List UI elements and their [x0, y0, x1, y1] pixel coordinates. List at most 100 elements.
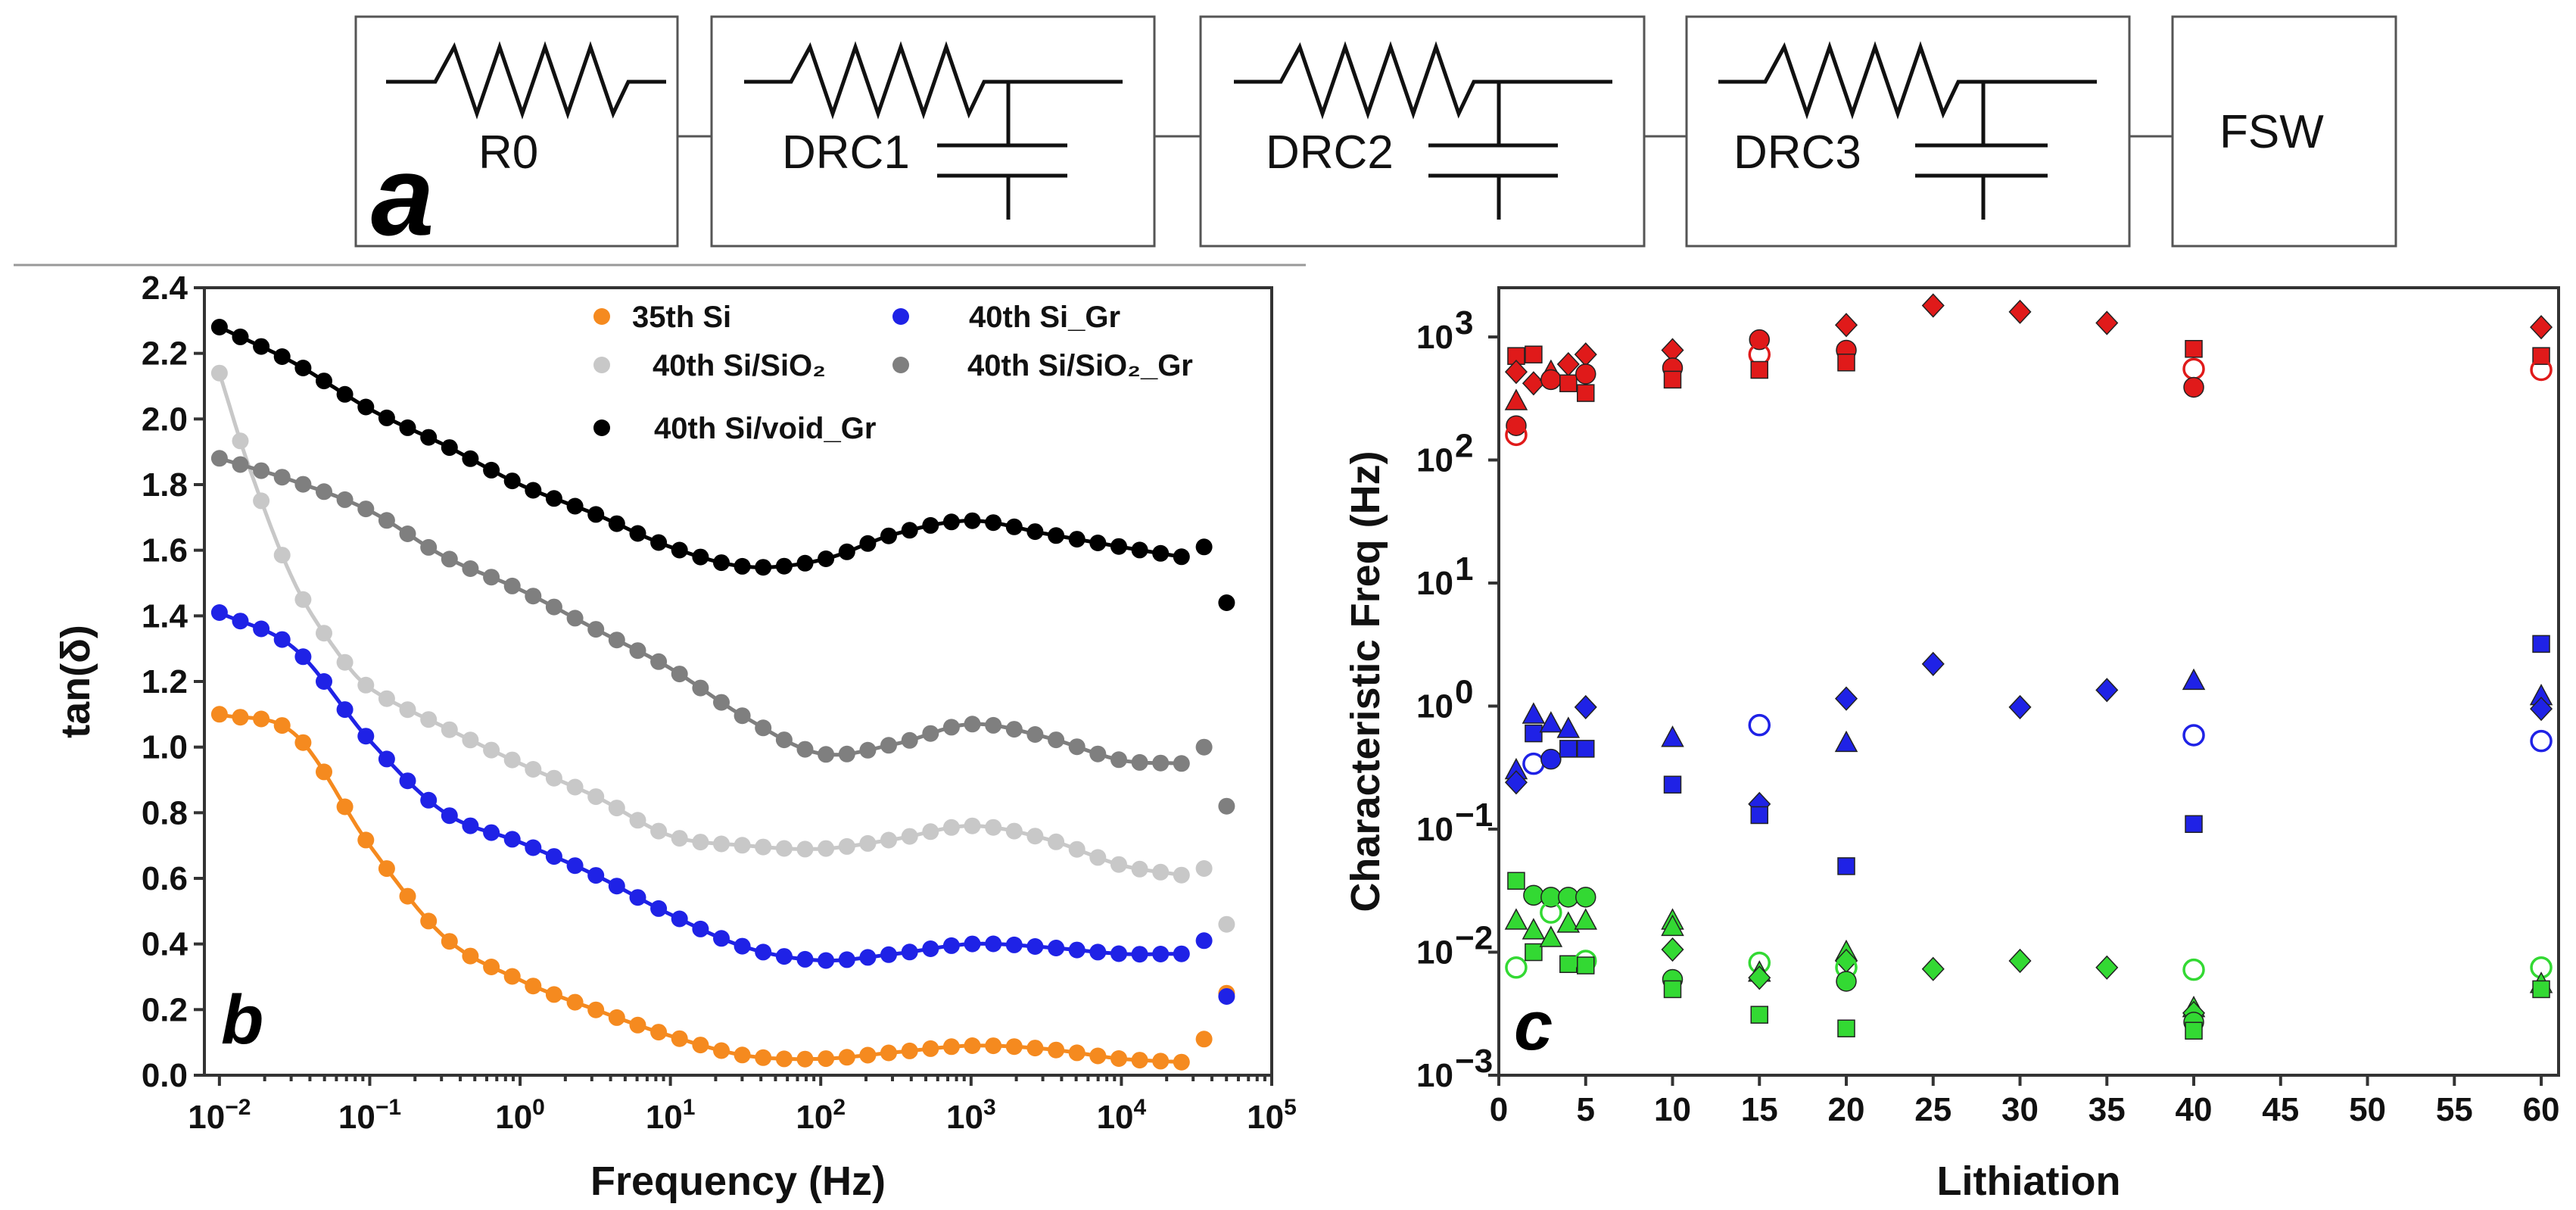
series-point	[942, 819, 960, 836]
series-point	[1026, 1040, 1044, 1057]
series-point	[503, 968, 521, 985]
series-point	[483, 741, 500, 759]
series-point	[462, 947, 479, 965]
block-label: FSW	[2219, 106, 2324, 158]
data-point-red-circle	[2530, 358, 2553, 382]
series-point	[253, 492, 270, 510]
x-tick-label: 10−2	[188, 1095, 251, 1136]
series-point	[734, 557, 751, 575]
chart-b-ylabel: tan(δ)	[53, 625, 98, 738]
series-point	[901, 828, 918, 845]
resistor-symbol	[386, 41, 666, 120]
series-point	[587, 788, 605, 806]
y-tick-label: 2.4	[142, 270, 188, 307]
series-point	[629, 642, 646, 660]
series-point	[608, 632, 625, 649]
y-tick-exponent: −3	[1455, 1043, 1493, 1080]
data-point-red-square	[1525, 345, 1543, 363]
series-point	[545, 490, 562, 507]
series-point	[650, 822, 668, 840]
data-point-red-diamond	[2530, 315, 2553, 340]
data-point-red-circle	[1540, 369, 1562, 391]
series-point	[316, 763, 332, 781]
resistor-symbol	[1234, 41, 1612, 120]
series-point	[880, 831, 897, 849]
series-point	[1089, 745, 1107, 762]
series-point	[1110, 1050, 1127, 1067]
data-point-red-circle	[1575, 363, 1596, 385]
series-point	[692, 679, 709, 697]
series-point	[1218, 988, 1235, 1005]
data-point-green-square	[1507, 872, 1525, 890]
y-tick-label: 10	[1416, 688, 1453, 725]
data-point-green-triangle	[1661, 914, 1684, 937]
series-point	[441, 550, 458, 568]
series-point	[1110, 751, 1127, 769]
tan-delta-chart: 0.0 0.2 0.4 0.6 0.8 1.0 1.2 1.4 1.6 1.8 2.0 2.2 2.4 1…	[53, 270, 1297, 1204]
legend-marker	[593, 357, 610, 373]
series-point	[755, 838, 772, 856]
series-point	[734, 837, 751, 854]
series-point	[964, 935, 981, 953]
series-point	[942, 937, 960, 954]
series-point	[838, 543, 855, 560]
x-tick-label: 60	[2523, 1091, 2560, 1128]
series-point	[775, 731, 793, 749]
series-point	[818, 550, 835, 567]
circuit-block-fsw: FSW	[2171, 15, 2397, 248]
circuit-block-drc3: DRC3	[1685, 15, 2131, 248]
series-point	[1089, 849, 1107, 866]
series-point	[399, 701, 416, 719]
y-tick-label: 0.6	[142, 860, 188, 897]
series-point	[1152, 863, 1170, 881]
data-point-green-circle	[1523, 884, 1544, 906]
series-point	[1131, 946, 1148, 963]
series-point	[1026, 726, 1044, 743]
series-point	[336, 798, 354, 816]
series-point	[566, 778, 584, 796]
series-point	[462, 450, 479, 467]
series-1	[210, 604, 1235, 1005]
data-point-blue-square	[2185, 815, 2203, 834]
block-label: DRC2	[1266, 126, 1394, 179]
legend-label: 35th Si	[632, 301, 731, 334]
data-point-blue-circle	[2530, 729, 2553, 753]
series-point	[1218, 797, 1235, 815]
series-point	[483, 569, 500, 586]
y-tick-label: 10	[1416, 811, 1453, 848]
series-point	[650, 653, 668, 670]
series-point	[692, 834, 709, 851]
series-point	[253, 620, 270, 638]
series-point	[399, 419, 416, 436]
series-point	[378, 409, 395, 426]
series-point	[796, 840, 814, 858]
series-point	[545, 848, 562, 865]
series-point	[755, 943, 772, 961]
data-point-green-diamond	[1661, 937, 1684, 962]
series-point	[210, 604, 228, 621]
block-label: R0	[478, 126, 538, 179]
series-point	[922, 725, 939, 742]
series-point	[608, 515, 625, 532]
data-point-green-triangle	[1539, 925, 1563, 947]
series-point	[964, 1037, 981, 1054]
series-point	[755, 719, 772, 737]
data-point-blue-triangle	[1556, 716, 1581, 738]
y-tick-label: 1.2	[142, 663, 188, 700]
series-2	[210, 364, 1235, 933]
series-point	[1195, 932, 1213, 950]
series-point	[1068, 1044, 1086, 1062]
y-tick-label: 10	[1416, 442, 1453, 479]
series-point	[901, 1042, 918, 1059]
series-point	[1048, 833, 1065, 850]
x-tick-label: 103	[946, 1095, 996, 1136]
series-4	[210, 319, 1235, 611]
series-point	[859, 741, 877, 759]
series-point	[294, 360, 312, 376]
series-point	[253, 338, 270, 355]
data-point-green-diamond	[2095, 955, 2119, 980]
series-point	[985, 935, 1002, 953]
data-point-blue-square	[1663, 775, 1682, 794]
series-point	[1089, 1047, 1107, 1065]
series-point	[545, 598, 562, 616]
